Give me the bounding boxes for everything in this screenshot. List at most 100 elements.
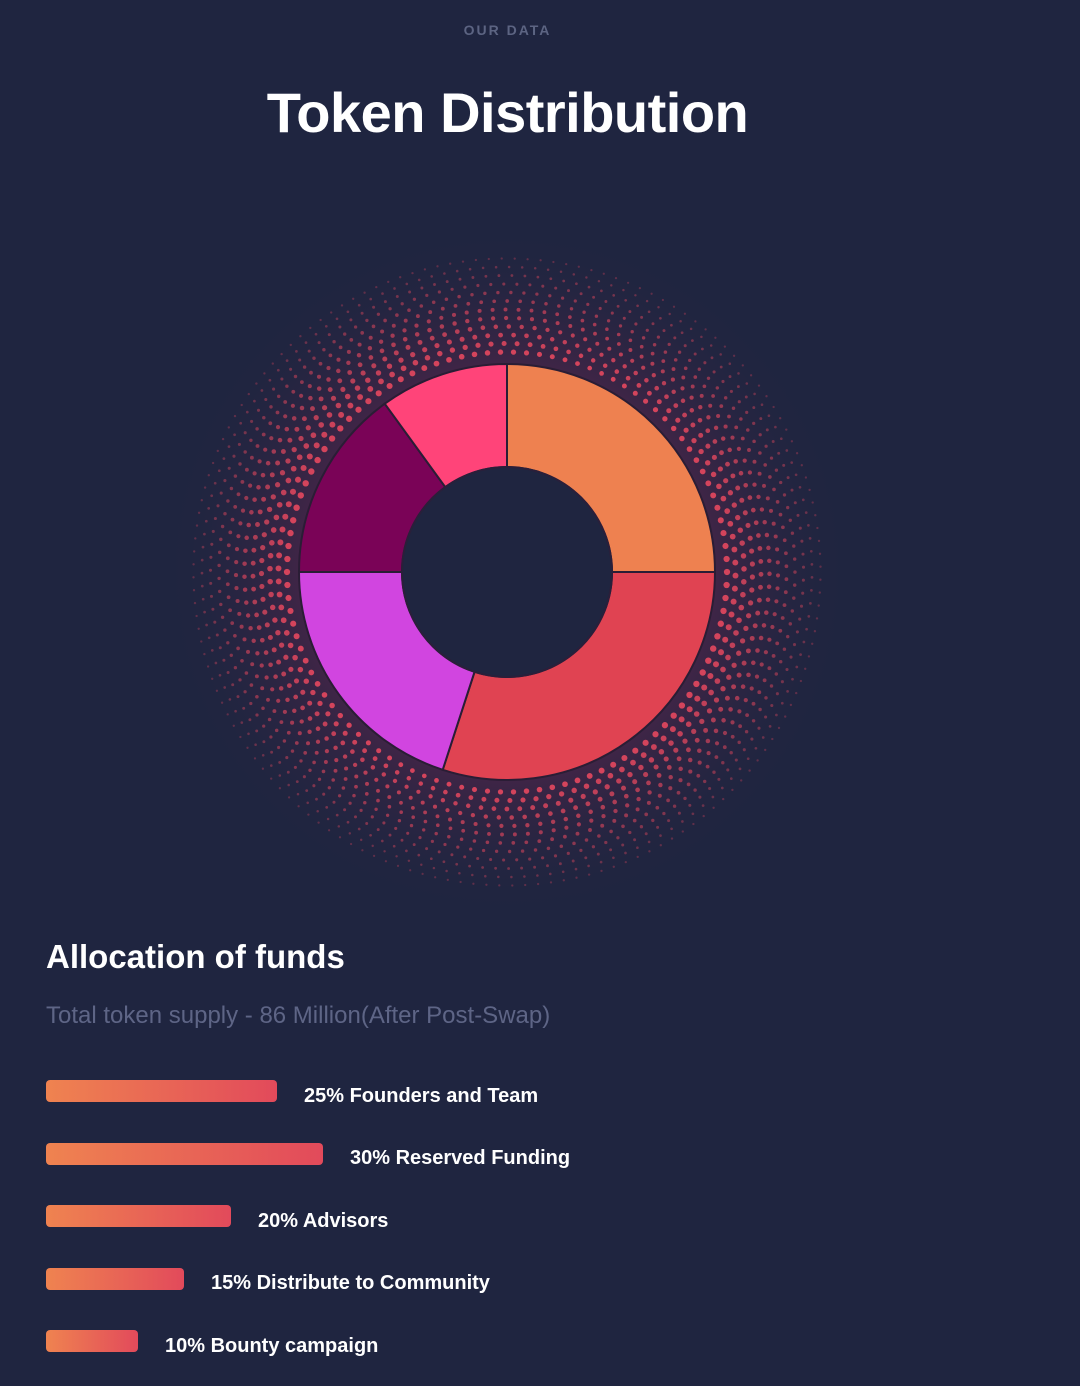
chart-dot xyxy=(226,543,231,548)
chart-dot xyxy=(484,350,491,356)
chart-dot xyxy=(738,767,742,771)
chart-dot xyxy=(245,410,249,414)
chart-dot xyxy=(576,813,581,819)
chart-dot xyxy=(446,339,452,345)
allocation-bar xyxy=(46,1267,184,1290)
chart-dot xyxy=(774,425,777,429)
chart-dot xyxy=(489,857,493,862)
chart-dot xyxy=(219,491,223,495)
chart-dot xyxy=(746,672,751,678)
chart-dot xyxy=(739,638,746,644)
chart-dot xyxy=(322,348,326,352)
chart-dot xyxy=(662,329,666,333)
allocation-label: 30% Reserved Funding xyxy=(350,1147,571,1169)
chart-dot xyxy=(775,586,780,591)
chart-dot xyxy=(284,581,291,589)
chart-dot xyxy=(704,328,707,331)
chart-dot xyxy=(357,303,361,307)
chart-dot xyxy=(326,377,331,382)
chart-dot xyxy=(209,555,213,559)
chart-dot xyxy=(278,760,282,764)
chart-dot xyxy=(706,376,711,380)
chart-dot xyxy=(329,421,336,428)
chart-dot xyxy=(682,738,688,744)
chart-dot xyxy=(533,267,537,270)
chart-dot xyxy=(727,447,732,453)
chart-dot xyxy=(226,671,230,674)
chart-dot xyxy=(255,695,259,699)
chart-dot xyxy=(498,841,503,845)
chart-dot xyxy=(785,428,788,431)
total-supply-text: Total token supply - 86 Million(After Po… xyxy=(46,1002,551,1029)
chart-dot xyxy=(409,823,414,828)
chart-dot xyxy=(752,623,758,629)
chart-dot xyxy=(729,533,736,540)
chart-dot xyxy=(193,550,196,553)
chart-dot xyxy=(365,398,372,405)
chart-dot xyxy=(528,857,532,861)
chart-dot xyxy=(423,810,428,815)
chart-dot xyxy=(609,791,615,797)
chart-dot xyxy=(713,425,719,430)
chart-dot xyxy=(529,317,535,322)
chart-dot xyxy=(764,532,770,538)
chart-dot xyxy=(766,584,772,590)
chart-dot xyxy=(195,614,198,618)
chart-dot xyxy=(284,555,291,563)
chart-dot xyxy=(233,474,238,478)
chart-dot xyxy=(636,383,642,388)
chart-dot xyxy=(801,498,805,502)
chart-dot xyxy=(313,414,319,421)
chart-dot xyxy=(723,345,727,348)
chart-dot xyxy=(268,539,275,546)
chart-dot xyxy=(252,534,258,540)
chart-dot xyxy=(793,557,797,561)
chart-dot xyxy=(268,421,273,426)
chart-dot xyxy=(714,755,719,759)
chart-dot xyxy=(807,615,811,618)
chart-dot xyxy=(775,641,780,646)
chart-dot xyxy=(576,822,581,827)
chart-dot xyxy=(672,804,677,808)
chart-dot xyxy=(432,804,438,809)
chart-dot xyxy=(678,716,685,723)
chart-dot xyxy=(433,283,436,286)
chart-dot xyxy=(240,508,246,513)
chart-dot xyxy=(566,851,570,856)
chart-dot xyxy=(476,856,480,861)
chart-dot xyxy=(263,372,266,375)
chart-dot xyxy=(632,390,638,396)
chart-dot xyxy=(299,719,304,724)
allocation-label: 15% Distribute to Community xyxy=(211,1272,490,1294)
chart-dot xyxy=(784,551,788,556)
chart-dot xyxy=(771,440,775,443)
chart-dot xyxy=(312,784,316,788)
chart-dot xyxy=(736,650,742,656)
chart-dot xyxy=(644,812,649,817)
chart-dot xyxy=(440,798,446,803)
chart-dot xyxy=(419,304,424,308)
chart-dot xyxy=(745,522,751,528)
chart-dot xyxy=(223,628,227,632)
chart-dot xyxy=(268,591,274,598)
chart-dot xyxy=(784,715,787,718)
chart-dot xyxy=(260,472,266,478)
chart-dot xyxy=(330,395,337,401)
chart-dot xyxy=(222,457,226,460)
chart-dot xyxy=(616,342,621,346)
chart-dot xyxy=(239,624,244,629)
chart-dot xyxy=(683,344,687,348)
chart-dot xyxy=(774,599,779,604)
chart-dot xyxy=(450,853,454,857)
chart-dot xyxy=(749,574,756,580)
chart-dot xyxy=(290,517,297,524)
chart-dot xyxy=(616,778,622,784)
chart-dot xyxy=(635,787,640,793)
chart-dot xyxy=(293,374,298,379)
chart-dot xyxy=(523,875,526,878)
allocation-item: 25% Founders and Team xyxy=(46,1076,1046,1107)
chart-dot xyxy=(405,849,408,853)
chart-dot xyxy=(739,540,745,546)
chart-dot xyxy=(309,370,313,375)
chart-dot xyxy=(525,823,530,828)
